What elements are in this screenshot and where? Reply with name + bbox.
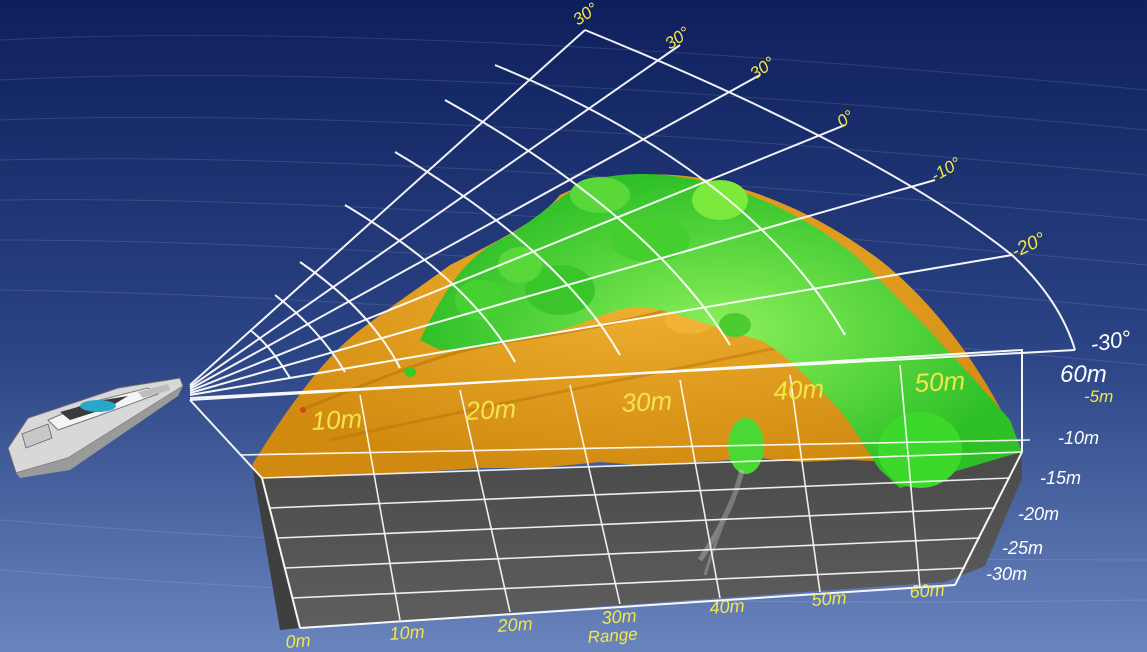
range-axis-label: 20m — [496, 614, 533, 636]
range-floor-label: 40m — [773, 373, 825, 406]
water-column — [252, 452, 1022, 630]
depth-grid — [189, 348, 1031, 629]
depth-axis-label: -15m — [1040, 468, 1081, 488]
range-floor-labels: 10m 20m 30m 40m 50m 60m — [311, 361, 1107, 436]
depth-axis-label: -5m — [1084, 387, 1113, 406]
depth-axis-label: -20m — [1018, 504, 1059, 524]
range-axis-label: 40m — [709, 596, 745, 618]
bearing-grid — [189, 29, 1076, 399]
range-floor-label: 30m — [621, 385, 673, 418]
range-axis-label: 30m — [601, 606, 637, 628]
depth-axis-label: -25m — [1002, 538, 1043, 558]
range-floor-label: 20m — [464, 393, 517, 426]
range-axis-label: 10m — [389, 622, 425, 644]
range-axis-title: Range — [587, 625, 638, 647]
range-axis-label: 50m — [811, 588, 847, 610]
range-axis-label: 0m — [285, 630, 311, 652]
range-axis: 0m 10m 20m 30m 40m 50m 60m Range — [285, 580, 945, 652]
depth-axis: -5m -10m -15m -20m -25m -30m — [986, 387, 1113, 584]
depth-axis-label: -10m — [1058, 428, 1099, 448]
yacht-icon — [7, 377, 184, 478]
range-axis-label: 60m — [909, 580, 945, 602]
depth-axis-label: -30m — [986, 564, 1027, 584]
range-floor-label: 60m — [1060, 361, 1107, 388]
seabed-surface — [252, 174, 1022, 488]
range-floor-label: 10m — [311, 403, 363, 436]
range-floor-label: 50m — [914, 365, 966, 398]
